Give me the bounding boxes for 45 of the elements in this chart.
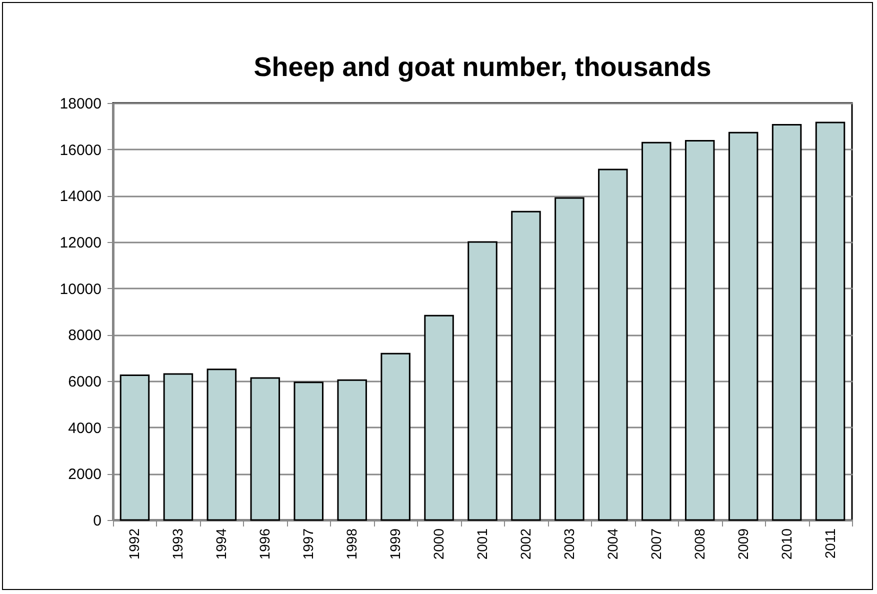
x-tick-label: 2007 bbox=[648, 528, 664, 560]
bar bbox=[598, 168, 628, 521]
x-tick-label: 2009 bbox=[734, 528, 751, 560]
bar bbox=[728, 132, 758, 521]
x-tick-label: 2002 bbox=[517, 528, 534, 560]
y-tick-label: 0 bbox=[93, 512, 102, 530]
bar bbox=[424, 314, 454, 521]
y-tick-label: 14000 bbox=[60, 188, 102, 206]
x-tick-label: 2010 bbox=[778, 528, 794, 560]
bar bbox=[120, 374, 150, 521]
bar bbox=[554, 197, 584, 521]
x-tick-label: 1992 bbox=[126, 528, 142, 560]
bar bbox=[815, 122, 846, 521]
y-tick-label: 6000 bbox=[68, 374, 102, 390]
y-tick-label: 10000 bbox=[60, 280, 102, 298]
bar bbox=[511, 210, 541, 521]
bar bbox=[337, 379, 367, 521]
bar bbox=[772, 124, 802, 521]
x-tick-label: 2003 bbox=[560, 528, 577, 560]
y-tick-label: 2000 bbox=[68, 466, 102, 484]
bar bbox=[206, 368, 237, 521]
chart-title: Sheep and goat number, thousands bbox=[254, 52, 712, 82]
y-tick-label: 16000 bbox=[60, 142, 102, 159]
bar bbox=[468, 241, 498, 521]
y-tick-label: 12000 bbox=[60, 234, 102, 252]
x-tick-label: 2000 bbox=[430, 528, 447, 560]
x-tick-label: 1996 bbox=[256, 528, 273, 560]
x-tick-label: 2011 bbox=[822, 528, 838, 559]
x-tick-label: 1997 bbox=[300, 528, 316, 560]
x-tick-label: 2001 bbox=[474, 528, 490, 560]
x-tick-label: 2008 bbox=[691, 528, 708, 560]
x-tick-label: 1998 bbox=[344, 528, 360, 560]
bar bbox=[163, 373, 194, 521]
y-tick-label: 8000 bbox=[68, 327, 102, 344]
x-tick-label: 1994 bbox=[213, 528, 230, 560]
bar bbox=[380, 352, 410, 521]
bar bbox=[294, 382, 324, 521]
x-tick-label: 1993 bbox=[170, 528, 186, 560]
bar bbox=[250, 377, 280, 521]
y-tick-label: 4000 bbox=[68, 420, 102, 437]
bar bbox=[642, 142, 672, 521]
bar bbox=[684, 140, 715, 521]
y-tick-label: 18000 bbox=[60, 96, 102, 112]
x-tick-label: 2004 bbox=[604, 528, 620, 560]
x-tick-label: 1999 bbox=[387, 528, 404, 560]
